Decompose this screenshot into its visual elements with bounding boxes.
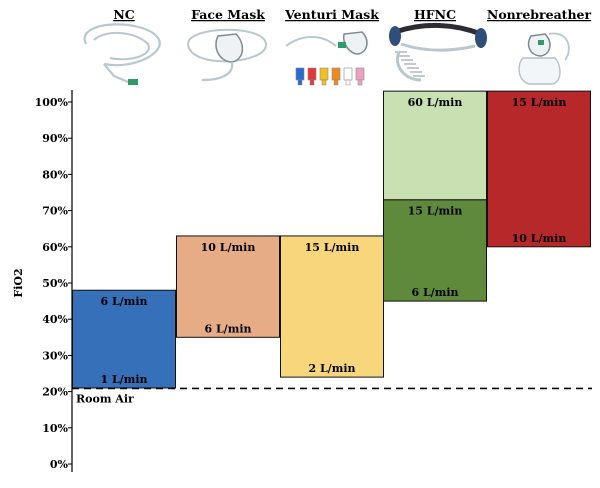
bar-hfnc-0 [383, 199, 487, 302]
device-title: HFNC [414, 7, 456, 22]
y-tick-label: 50% [42, 277, 68, 290]
device-title: NC [113, 7, 134, 22]
y-tick-label: 80% [42, 168, 68, 181]
flow-label-min: 2 L/min [308, 362, 355, 375]
flow-label-max: 15 L/min [305, 241, 360, 254]
flow-label-min: 1 L/min [100, 373, 147, 386]
y-tick-label: 60% [42, 241, 68, 254]
room-air-reference: Room Air [72, 387, 592, 405]
device-title: Venturi Mask [284, 7, 379, 22]
y-tick-label: 30% [42, 349, 68, 362]
nasal-cannula-icon [83, 23, 161, 85]
bar-venturi-mask-0 [280, 235, 384, 378]
flow-label-min: 6 L/min [411, 286, 458, 299]
flow-label-min: 10 L/min [512, 232, 567, 245]
y-tick-label: 40% [42, 313, 68, 326]
bar-nonrebreather-0 [487, 90, 591, 248]
flow-label-max: 10 L/min [201, 241, 256, 254]
device-title: Face Mask [191, 7, 265, 22]
flow-label-max: 6 L/min [100, 295, 147, 308]
y-tick-label: 0% [50, 458, 69, 471]
high-flow-nasal-cannula-icon [389, 23, 487, 82]
nonrebreather-mask-icon [518, 32, 570, 85]
face-mask-icon [187, 28, 268, 82]
bar-hfnc-1 [383, 90, 487, 201]
y-tick-label: 70% [42, 205, 68, 218]
y-axis-label: FiO2 [12, 268, 25, 297]
device-title: Nonrebreather [487, 7, 592, 22]
y-tick-label: 20% [42, 386, 68, 399]
flow-label-max: 60 L/min [408, 96, 463, 109]
device-images [83, 23, 570, 86]
flow-label-max: 15 L/min [408, 205, 463, 218]
flow-label-min: 6 L/min [204, 322, 251, 335]
y-tick-label: 90% [42, 132, 68, 145]
venturi-mask-icon [285, 31, 368, 86]
y-tick-label: 100% [35, 96, 69, 109]
device-titles: NC Face Mask Venturi Mask HFNC Nonrebreather [113, 7, 591, 22]
fio2-bars: 6 L/min 1 L/min 10 L/min 6 L/min 15 L/min 2 L… [72, 90, 591, 389]
y-axis: 0% 10% 20% 30% 40% 50% 60% 70% 80% 90% 100% FiO2 [12, 90, 73, 472]
y-tick-label: 10% [42, 422, 68, 435]
bar-face-mask-0 [176, 235, 280, 338]
flow-label-max: 15 L/min [512, 96, 567, 109]
room-air-label: Room Air [76, 392, 134, 405]
